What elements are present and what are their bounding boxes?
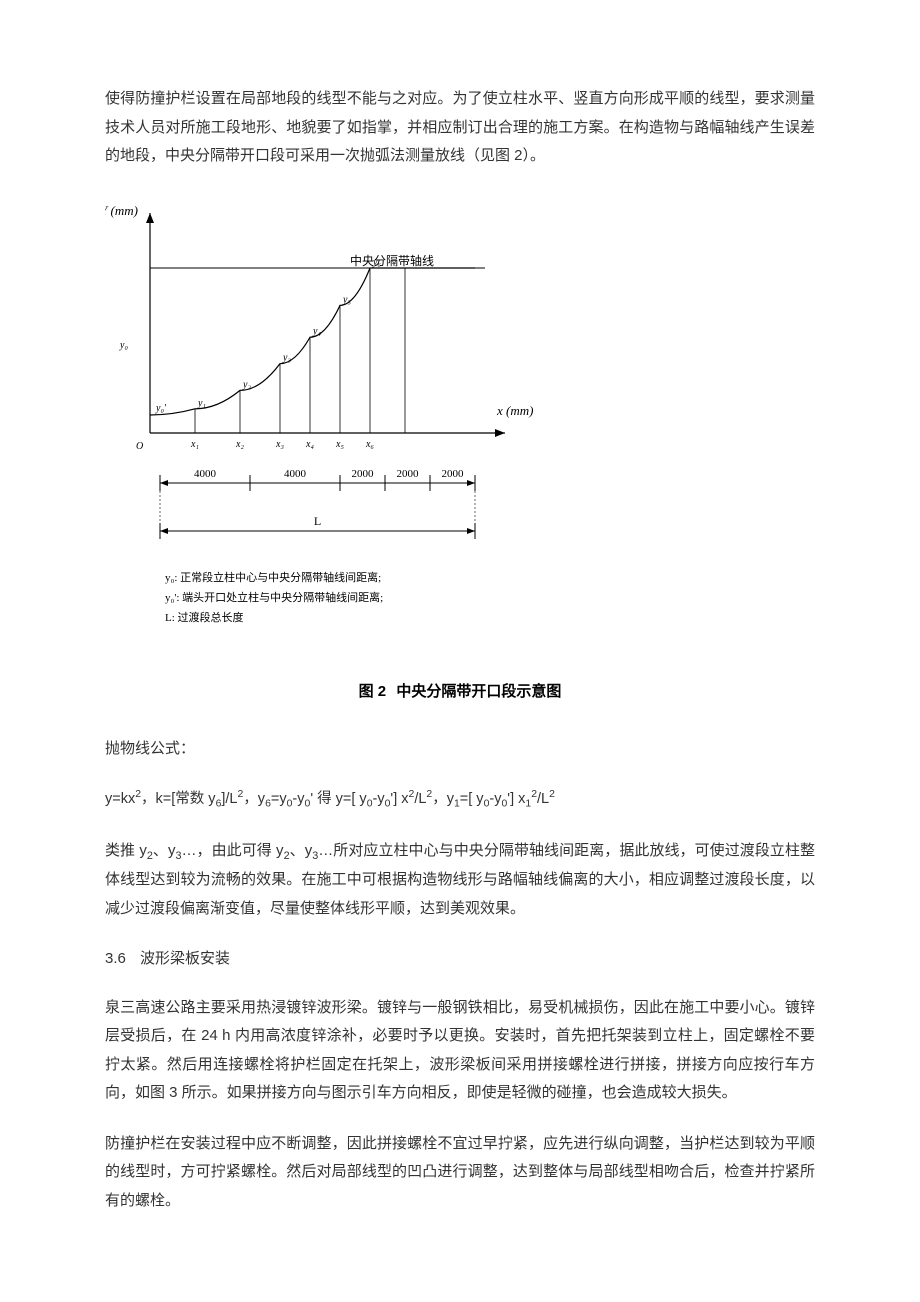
svg-text:2000: 2000 bbox=[352, 468, 375, 480]
figure-2: Y (mm) x (mm) Oy₀ 中央分隔带轴线 y₀' x₁ y₁ x₂ y₂ x₃ y₃ x₄ y… bbox=[105, 193, 815, 649]
svg-text:y₁: y₁ bbox=[197, 397, 206, 408]
svg-text:y₆: y₆ bbox=[372, 257, 381, 268]
svg-text:x₆: x₆ bbox=[365, 439, 374, 450]
svg-text:O: O bbox=[136, 441, 143, 452]
svg-text:x₃: x₃ bbox=[275, 439, 284, 450]
svg-text:y₀: 正常段立柱中心与中央分隔带轴线间距离;: y₀: 正常段立柱中心与中央分隔带轴线间距离; bbox=[165, 570, 381, 584]
svg-text:y₀': 端头开口处立柱与中央分隔带轴线间距离;: y₀': 端头开口处立柱与中央分隔带轴线间距离; bbox=[165, 590, 383, 604]
formula: y=kx2，k=[常数 y6]/L2，y6=y0-y0' 得 y=[ y0-y0… bbox=[105, 785, 815, 815]
svg-text:y₄: y₄ bbox=[312, 326, 321, 337]
svg-text:x₄: x₄ bbox=[305, 439, 314, 450]
formula-intro: 抛物线公式： bbox=[105, 735, 815, 764]
paragraph-5: 防撞护栏在安装过程中应不断调整，因此拼接螺栓不宜过早拧紧，应先进行纵向调整，当护… bbox=[105, 1130, 815, 1216]
svg-text:中央分隔带轴线: 中央分隔带轴线 bbox=[350, 253, 434, 268]
svg-text:y₅: y₅ bbox=[342, 294, 351, 305]
svg-text:4000: 4000 bbox=[194, 468, 217, 480]
svg-text:y₀: y₀ bbox=[119, 340, 128, 351]
svg-text:2000: 2000 bbox=[397, 468, 420, 480]
figure-number: 图 2 bbox=[359, 683, 387, 700]
svg-text:x₅: x₅ bbox=[335, 439, 344, 450]
section-heading: 3.6 波形梁板安装 bbox=[105, 945, 815, 974]
svg-text:L: 过渡段总长度: L: 过渡段总长度 bbox=[165, 610, 244, 624]
paragraph-1: 使得防撞护栏设置在局部地段的线型不能与之对应。为了使立柱水平、竖直方向形成平顺的… bbox=[105, 85, 815, 171]
section-title: 波形梁板安装 bbox=[140, 950, 230, 967]
svg-text:y₀': y₀' bbox=[155, 403, 167, 414]
paragraph-3: 类推 y2、y3…，由此可得 y2、y3…所对应立柱中心与中央分隔带轴线间距离，… bbox=[105, 837, 815, 924]
paragraph-4: 泉三高速公路主要采用热浸镀锌波形梁。镀锌与一般钢铁相比，易受机械损伤，因此在施工… bbox=[105, 994, 815, 1108]
figure-caption-text: 中央分隔带开口段示意图 bbox=[396, 683, 561, 700]
section-number: 3.6 bbox=[105, 950, 126, 967]
svg-text:L: L bbox=[314, 514, 321, 528]
figure-caption: 图 2 中央分隔带开口段示意图 bbox=[105, 678, 815, 707]
svg-text:x₂: x₂ bbox=[235, 439, 244, 450]
figure-svg: Y (mm) x (mm) Oy₀ 中央分隔带轴线 y₀' x₁ y₁ x₂ y₂ x₃ y₃ x₄ y… bbox=[105, 193, 545, 638]
svg-text:2000: 2000 bbox=[442, 468, 465, 480]
svg-text:y₃: y₃ bbox=[282, 352, 291, 363]
svg-text:x₁: x₁ bbox=[190, 439, 199, 450]
svg-text:y₂: y₂ bbox=[242, 379, 251, 390]
svg-text:4000: 4000 bbox=[284, 468, 307, 480]
svg-text:Y (mm): Y (mm) bbox=[105, 203, 138, 218]
svg-text:x (mm): x (mm) bbox=[496, 403, 533, 418]
